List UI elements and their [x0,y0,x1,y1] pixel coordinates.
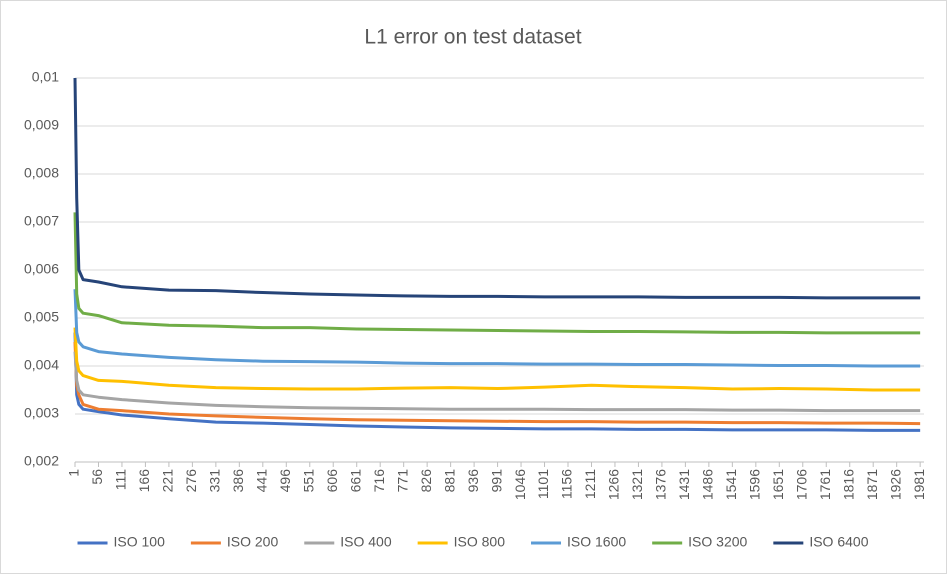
x-tick-label: 276 [183,469,199,493]
x-tick-label: 1046 [512,469,528,500]
x-tick-label: 1 [66,469,82,477]
legend-label: ISO 800 [454,534,506,550]
x-tick-label: 1266 [606,469,622,500]
series-line [73,212,921,335]
x-tick-label: 1541 [723,469,739,500]
y-tick-label: 0,01 [32,69,59,85]
x-tick-label: 661 [347,469,363,493]
x-tick-label: 771 [394,469,410,493]
y-tick-label: 0,006 [24,261,59,277]
y-tick-label: 0,002 [24,453,59,469]
x-tick-label: 1321 [629,469,645,500]
x-tick-label: 1981 [911,469,927,500]
x-tick-label: 1706 [793,469,809,500]
legend-label: ISO 200 [227,534,279,550]
x-tick-label: 1596 [747,469,763,500]
chart-title: L1 error on test dataset [364,26,581,49]
series-line [73,332,921,432]
x-tick-label: 1926 [887,469,903,500]
series-line [73,289,921,368]
x-tick-label: 1651 [770,469,786,500]
x-tick-label: 331 [207,469,223,493]
x-tick-label: 1761 [817,469,833,500]
x-tick-label: 1211 [582,469,598,499]
x-tick-label: 1156 [559,469,575,499]
x-tick-label: 496 [277,469,293,493]
x-tick-label: 1376 [653,469,669,500]
x-tick-label: 1486 [700,469,716,500]
x-tick-label: 826 [418,469,434,493]
x-tick-label: 1431 [676,469,692,500]
x-tick-label: 716 [371,469,387,493]
y-tick-label: 0,005 [24,309,59,325]
x-tick-label: 606 [324,469,340,493]
x-tick-label: 551 [300,469,316,493]
legend-label: ISO 400 [340,534,392,550]
x-tick-label: 881 [441,469,457,493]
x-tick-label: 56 [89,469,105,485]
x-tick-label: 441 [254,469,270,493]
legend-label: ISO 3200 [688,534,747,550]
y-tick-label: 0,009 [24,117,59,133]
x-tick-label: 1871 [864,469,880,500]
y-tick-label: 0,004 [24,357,59,373]
x-tick-label: 221 [160,469,176,493]
series-line [73,341,921,426]
y-tick-label: 0,007 [24,213,59,229]
x-tick-label: 1101 [535,469,551,499]
x-tick-label: 936 [465,469,481,493]
x-tick-label: 111 [113,469,129,490]
series-line [73,327,921,392]
legend-label: ISO 6400 [809,534,868,550]
x-tick-label: 386 [230,469,246,493]
legend-label: ISO 100 [114,534,166,550]
x-tick-label: 991 [488,469,504,493]
x-tick-label: 1816 [840,469,856,500]
x-tick-label: 166 [136,469,152,493]
series-line [73,77,921,300]
series-line [73,351,921,413]
y-tick-label: 0,003 [24,405,59,421]
legend-label: ISO 1600 [567,534,626,550]
y-tick-label: 0,008 [24,165,59,181]
